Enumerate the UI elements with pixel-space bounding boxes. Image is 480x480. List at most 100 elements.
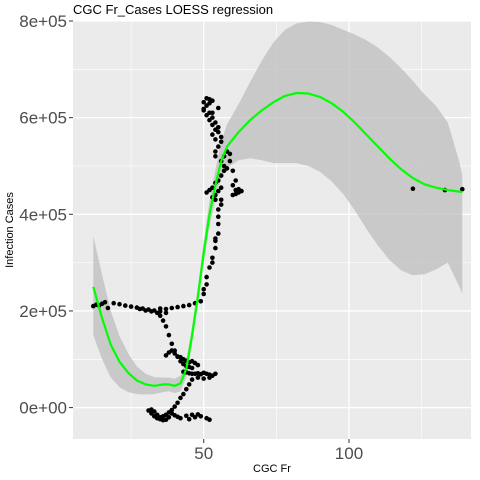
data-point bbox=[227, 151, 233, 157]
data-point bbox=[105, 305, 111, 311]
data-point bbox=[154, 310, 160, 316]
data-point bbox=[160, 318, 166, 323]
data-point bbox=[210, 115, 215, 120]
data-point bbox=[204, 282, 209, 287]
data-point bbox=[189, 365, 195, 371]
data-point bbox=[166, 332, 172, 338]
data-point bbox=[195, 375, 201, 380]
data-point bbox=[137, 306, 143, 312]
data-point bbox=[218, 185, 224, 190]
data-point bbox=[163, 310, 169, 316]
chart-title: CGC Fr_Cases LOESS regression bbox=[73, 2, 273, 17]
data-point bbox=[189, 377, 195, 382]
data-point bbox=[213, 245, 218, 251]
data-point bbox=[216, 125, 221, 130]
confidence-band bbox=[93, 21, 463, 395]
data-point bbox=[410, 186, 416, 191]
data-point bbox=[213, 154, 218, 159]
data-point bbox=[210, 110, 215, 116]
data-point bbox=[218, 139, 224, 145]
data-point bbox=[218, 197, 224, 203]
data-point bbox=[184, 386, 189, 392]
data-point bbox=[221, 163, 227, 169]
data-point bbox=[216, 221, 221, 227]
data-point bbox=[216, 188, 221, 194]
data-point bbox=[213, 149, 218, 154]
data-point bbox=[157, 313, 163, 319]
data-point bbox=[213, 137, 218, 142]
data-point bbox=[216, 214, 221, 219]
data-point bbox=[216, 129, 221, 135]
y-tick-label: 8e+05 bbox=[19, 12, 67, 31]
data-point bbox=[230, 192, 236, 198]
x-tick-label: 100 bbox=[335, 444, 363, 463]
loess-fit-line bbox=[92, 91, 463, 387]
data-point bbox=[233, 178, 238, 183]
data-point bbox=[201, 376, 206, 381]
data-point bbox=[210, 132, 215, 137]
data-point bbox=[163, 324, 169, 329]
data-point bbox=[169, 305, 175, 311]
data-point bbox=[201, 99, 206, 105]
data-point bbox=[230, 183, 236, 188]
data-point bbox=[178, 395, 183, 401]
data-point bbox=[149, 309, 154, 314]
data-point bbox=[111, 300, 116, 306]
data-point bbox=[210, 185, 215, 190]
data-point bbox=[172, 351, 177, 356]
data-point bbox=[218, 173, 224, 178]
data-point bbox=[175, 400, 180, 406]
data-point bbox=[236, 186, 241, 192]
data-point bbox=[195, 412, 201, 417]
data-point bbox=[172, 404, 177, 409]
data-point bbox=[123, 303, 128, 308]
data-point bbox=[169, 348, 175, 353]
data-point bbox=[175, 414, 180, 420]
data-point bbox=[169, 341, 175, 347]
data-point bbox=[213, 371, 218, 377]
x-axis-label: CGC Fr bbox=[253, 463, 291, 475]
data-point bbox=[117, 301, 122, 307]
data-point bbox=[186, 416, 192, 422]
data-point bbox=[213, 120, 218, 125]
data-point bbox=[186, 302, 192, 308]
data-point bbox=[163, 306, 169, 312]
data-point bbox=[213, 197, 218, 203]
data-point bbox=[166, 415, 172, 420]
data-point bbox=[218, 134, 224, 140]
data-point bbox=[181, 303, 186, 309]
data-point bbox=[181, 391, 186, 397]
data-point bbox=[195, 362, 201, 368]
data-point bbox=[207, 265, 212, 270]
data-point bbox=[201, 106, 206, 112]
data-point bbox=[218, 202, 224, 207]
data-point bbox=[143, 308, 148, 313]
data-point bbox=[210, 255, 215, 261]
data-point bbox=[102, 299, 108, 305]
x-tick-label: 50 bbox=[194, 444, 213, 463]
data-point bbox=[216, 105, 221, 111]
data-point bbox=[149, 411, 154, 416]
y-tick-label: 6e+05 bbox=[19, 109, 67, 128]
data-point bbox=[184, 413, 189, 419]
data-point bbox=[186, 382, 192, 387]
data-point bbox=[213, 236, 218, 241]
y-tick-label: 2e+05 bbox=[19, 302, 67, 321]
y-axis-label: Infection Cases bbox=[4, 192, 16, 268]
data-point bbox=[189, 412, 195, 418]
data-point bbox=[230, 168, 236, 174]
data-point bbox=[157, 306, 163, 311]
data-point bbox=[210, 260, 215, 265]
y-axis: 0e+00 2e+05 4e+05 6e+05 8e+05 bbox=[19, 12, 73, 418]
data-point bbox=[198, 299, 204, 304]
data-point bbox=[201, 291, 206, 297]
data-point bbox=[201, 286, 206, 292]
data-point bbox=[175, 304, 180, 310]
data-point bbox=[207, 375, 212, 380]
data-point bbox=[207, 417, 212, 423]
x-axis: 50 100 bbox=[194, 439, 363, 463]
data-point bbox=[204, 274, 209, 280]
data-point bbox=[128, 304, 134, 309]
y-tick-label: 0e+00 bbox=[19, 399, 67, 418]
